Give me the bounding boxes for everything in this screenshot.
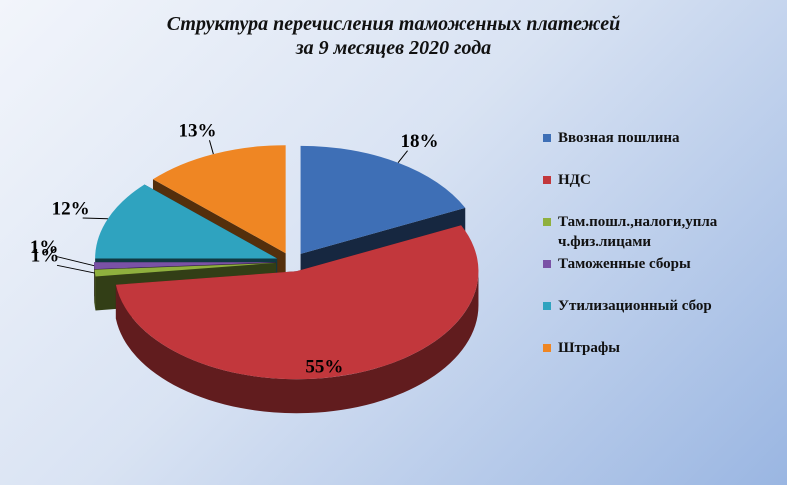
data-label: 12% [52, 198, 90, 219]
legend: Ввозная пошлина НДС Там.пошл.,налоги,уплач… [543, 128, 718, 380]
leader-line [82, 217, 108, 220]
legend-label: Штрафы [558, 340, 620, 356]
legend-label: Таможенные сборы [558, 256, 691, 272]
legend-item: Ввозная пошлина [543, 128, 718, 170]
legend-label: Там.пошл.,налоги,уплач.физ.лицами [558, 214, 718, 250]
slice [115, 225, 479, 380]
legend-label: НДС [558, 172, 591, 188]
legend-item: Утилизационный сбор [543, 296, 718, 338]
legend-swatch [543, 176, 551, 184]
data-label: 13% [178, 121, 216, 142]
slice [95, 184, 278, 259]
slice [152, 145, 286, 254]
legend-swatch [543, 344, 551, 352]
chart-title: Структура перечисления таможенных платеж… [0, 12, 787, 60]
leader-line [56, 264, 95, 274]
legend-item: Штрафы [543, 338, 718, 380]
slice [300, 145, 466, 254]
title-line: Структура перечисления таможенных платеж… [166, 13, 621, 35]
legend-swatch [543, 260, 551, 268]
legend-swatch [543, 302, 551, 310]
leader-line [55, 255, 95, 267]
legend-item: НДС [543, 170, 718, 212]
slice [94, 262, 277, 277]
slice [94, 262, 277, 270]
legend-label: Утилизационный сбор [558, 298, 712, 314]
leader-line [397, 150, 408, 164]
legend-swatch [543, 134, 551, 142]
slice-wall [115, 271, 479, 414]
leader-line [208, 140, 214, 155]
slice-wall [94, 269, 96, 311]
legend-item: Там.пошл.,налоги,уплач.физ.лицами [543, 212, 718, 254]
data-label: 55% [305, 357, 343, 378]
data-label: 1% [30, 237, 59, 258]
legend-swatch [543, 218, 551, 226]
data-label: 18% [401, 131, 439, 152]
data-label: 1% [31, 246, 60, 267]
legend-label: Ввозная пошлина [558, 130, 680, 146]
title-line: за 9 месяцев 2020 года [295, 37, 492, 59]
legend-item: Таможенные сборы [543, 254, 718, 296]
